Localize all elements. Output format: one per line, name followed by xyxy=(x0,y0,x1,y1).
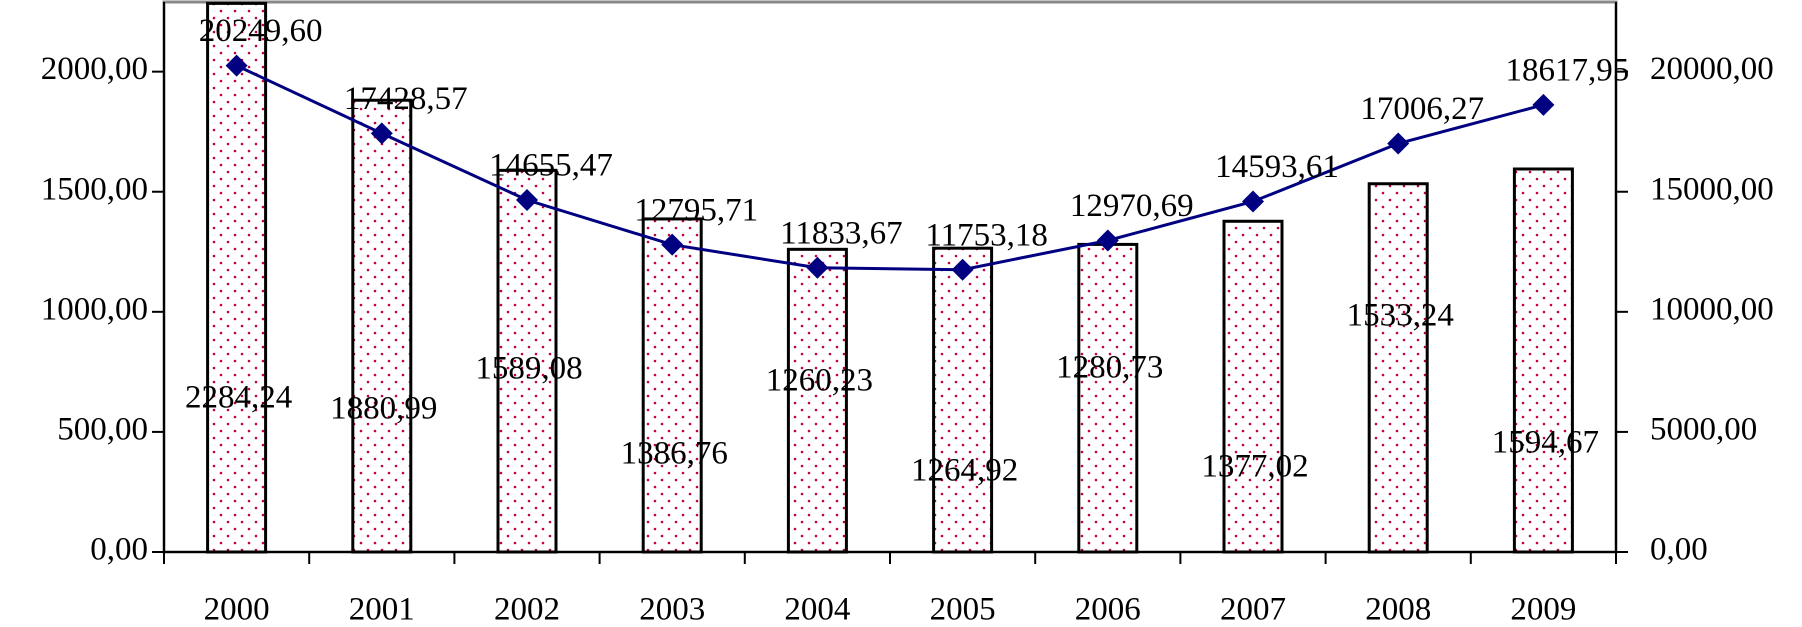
line-marker xyxy=(951,258,974,281)
line xyxy=(235,64,1544,272)
line-marker xyxy=(370,122,393,145)
bar xyxy=(1512,167,1574,554)
bar xyxy=(1367,182,1429,554)
x-tick-label: 2009 xyxy=(1510,592,1576,627)
line-value-label: 20249,60 xyxy=(199,13,323,49)
bar xyxy=(206,1,268,554)
bar xyxy=(1077,242,1139,554)
y2-tick-label: 20000,00 xyxy=(1650,51,1774,87)
line-marker xyxy=(516,189,538,212)
y-tick-label: 1500,00 xyxy=(41,171,148,207)
x-tick-label: 2007 xyxy=(1220,592,1286,627)
bar-value-label: 1589,08 xyxy=(475,351,582,387)
bar-value-label: 1386,76 xyxy=(621,436,728,472)
line-marker xyxy=(806,256,829,279)
line-marker xyxy=(1242,190,1264,213)
x-tick-label: 2008 xyxy=(1365,592,1431,627)
bar-value-label: 2284,24 xyxy=(185,380,292,416)
bar-value-label: 1280,73 xyxy=(1056,350,1163,386)
line-value-label: 17006,27 xyxy=(1360,91,1484,127)
y2-tick-label: 0,00 xyxy=(1650,532,1708,568)
bar xyxy=(641,217,703,554)
bar xyxy=(1222,219,1284,554)
y2-tick-label: 5000,00 xyxy=(1650,411,1757,447)
bar-value-label: 1880,99 xyxy=(330,391,437,427)
line-marker xyxy=(1096,229,1119,252)
line-value-label: 12970,69 xyxy=(1070,188,1194,224)
line-value-label: 17428,57 xyxy=(344,81,468,117)
bar xyxy=(351,98,413,554)
bar-value-label: 1533,24 xyxy=(1347,298,1454,334)
x-tick-label: 2001 xyxy=(349,592,415,627)
line-value-label: 14593,61 xyxy=(1215,149,1339,185)
y2-tick-label: 15000,00 xyxy=(1650,171,1774,207)
x-tick-label: 2003 xyxy=(639,592,705,627)
y-tick-label: 0,00 xyxy=(90,532,148,568)
line-marker xyxy=(1532,93,1555,116)
bar xyxy=(932,246,994,554)
x-tick-label: 2005 xyxy=(930,592,996,627)
line-marker xyxy=(661,233,684,256)
line-marker xyxy=(225,54,248,77)
bar-value-label: 1377,02 xyxy=(1201,449,1308,485)
bar-value-label: 1264,92 xyxy=(911,453,1018,489)
x-tick-label: 2000 xyxy=(204,592,270,627)
y-tick-label: 500,00 xyxy=(57,411,148,447)
line-value-label: 11833,67 xyxy=(780,215,903,251)
y-tick-label: 2000,00 xyxy=(41,51,148,87)
y-tick-label: 1000,00 xyxy=(41,291,148,327)
line-value-label: 14655,47 xyxy=(489,148,613,184)
x-tick-label: 2006 xyxy=(1075,592,1141,627)
bar xyxy=(786,247,848,554)
line-marker xyxy=(1387,132,1410,155)
x-tick-label: 2004 xyxy=(784,592,850,627)
line-value-label: 12795,71 xyxy=(634,192,758,228)
x-tick-label: 2002 xyxy=(494,592,560,627)
line-value-label: 18617,95 xyxy=(1506,52,1630,88)
line-value-label: 11753,18 xyxy=(925,217,1048,253)
bar xyxy=(496,168,558,554)
y2-tick-label: 10000,00 xyxy=(1650,291,1774,327)
bar-value-label: 1594,67 xyxy=(1492,425,1599,461)
bar-value-label: 1260,23 xyxy=(766,363,873,399)
